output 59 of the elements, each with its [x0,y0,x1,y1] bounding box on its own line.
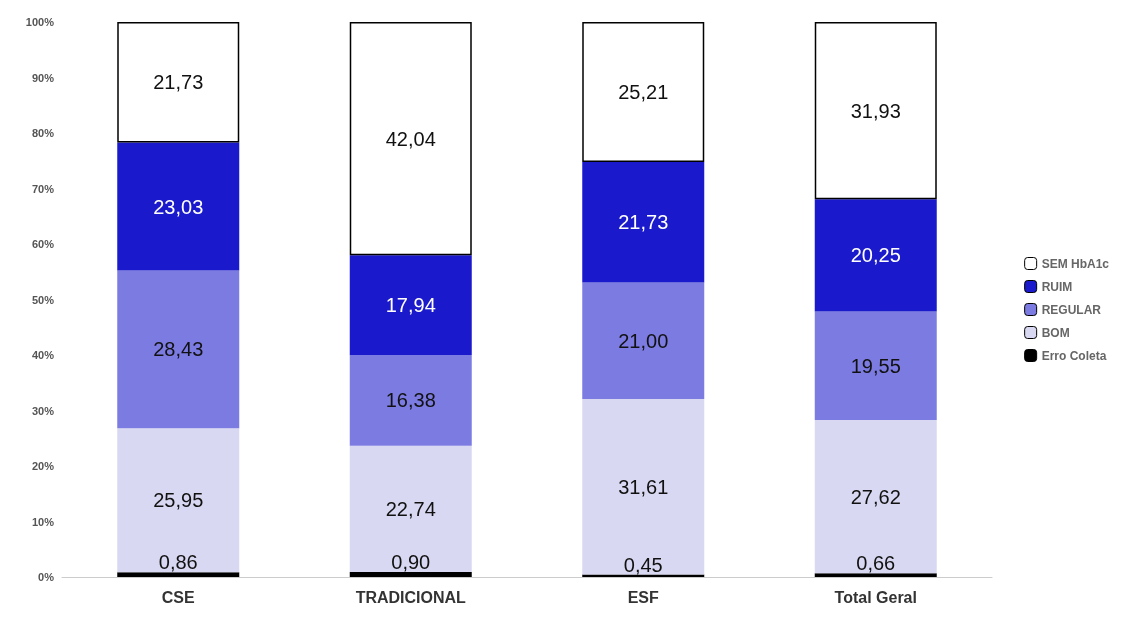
bar [117,572,240,577]
legend-label: Erro Coleta [1041,348,1107,363]
y-tick-label: 40% [31,349,55,361]
data-label: 25,21 [618,80,669,103]
y-tick-label: 30% [31,404,55,417]
data-label: 31,61 [618,475,669,498]
data-label: 21,00 [618,329,669,352]
data-label: 21,73 [618,211,669,234]
data-label: 25,95 [153,489,204,512]
data-label: 0,66 [856,552,896,575]
data-label: 16,38 [385,389,436,412]
bar [814,199,937,312]
bar [117,142,240,271]
legend-label: SEM HbA1c [1041,256,1110,271]
data-label: 0,86 [158,551,198,574]
x-tick-label: ESF [627,588,660,606]
data-label: 20,25 [850,244,901,267]
bar [349,572,472,577]
y-tick-label: 70% [31,182,55,195]
data-label: 22,74 [385,497,436,520]
y-tick-label: 60% [31,238,55,250]
bar [349,255,472,355]
data-label: 21,73 [153,71,204,94]
bar [117,270,240,429]
bar [582,399,705,575]
data-label: 28,43 [153,338,204,361]
y-tick-label: 10% [31,515,55,528]
bar [582,22,705,162]
bar [117,22,240,143]
bar [814,311,937,421]
y-tick-label: 100% [25,16,55,28]
y-tick-label: 0% [38,571,55,583]
x-tick-label: CSE [161,588,196,606]
bar [814,420,937,574]
data-label: 19,55 [850,354,901,377]
legend-label: RUIM [1041,279,1073,294]
bar [582,161,705,283]
data-label: 23,03 [153,195,204,218]
data-label: 42,04 [385,127,436,150]
x-tick-label: Total Geral [834,588,917,606]
y-tick-label: 90% [31,71,55,84]
bar [349,354,472,446]
data-label: 31,93 [850,99,901,122]
data-label: 0,45 [623,553,663,576]
legend-label: REGULAR [1041,302,1102,317]
data-label: 0,90 [391,551,431,574]
y-tick-label: 50% [31,293,55,306]
bar [814,573,937,577]
bar [814,21,937,200]
bar [582,282,705,400]
x-tick-label: TRADICIONAL [355,588,467,606]
bar [349,445,472,573]
y-tick-label: 20% [31,460,55,472]
bar [117,428,240,573]
bar [349,22,472,256]
data-label: 17,94 [385,294,436,317]
y-tick-label: 80% [31,127,55,139]
legend-label: BOM [1041,325,1070,340]
data-label: 27,62 [850,485,901,508]
